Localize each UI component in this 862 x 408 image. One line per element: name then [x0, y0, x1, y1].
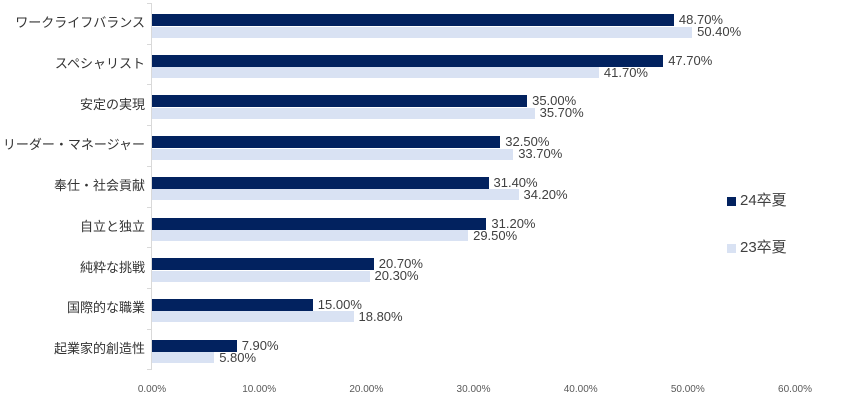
category-label: 国際的な職業 [66, 300, 145, 315]
value-label: 31.40% [493, 174, 538, 190]
legend-item: 23卒夏 [727, 239, 787, 257]
value-label: 31.20% [491, 215, 536, 231]
x-axis-tick-label: 10.00% [242, 384, 277, 395]
value-label: 34.20% [523, 186, 568, 202]
bar-series-2 [152, 311, 354, 323]
x-axis-tick-label: 30.00% [456, 384, 491, 395]
axis-tick-mark [147, 207, 152, 208]
bar-series-2 [152, 189, 519, 201]
bar-series-1 [152, 176, 489, 189]
value-label: 47.70% [668, 52, 713, 68]
bar-series-2 [152, 270, 370, 282]
axis-tick-mark [147, 369, 152, 370]
value-label: 35.70% [539, 105, 584, 121]
bar-series-1 [152, 14, 674, 26]
value-label: 32.50% [505, 134, 550, 150]
bar-series-1 [152, 54, 664, 67]
value-label: 7.90% [241, 337, 279, 353]
value-label: 20.70% [378, 256, 423, 272]
x-axis-tick-label: 0.00% [137, 384, 167, 395]
bar-series-2 [152, 230, 469, 241]
bar-series-2 [152, 26, 693, 38]
category-label: 純粋な挑戦 [79, 260, 145, 275]
axis-tick-mark [147, 247, 152, 248]
axis-tick-mark [147, 3, 152, 4]
axis-tick-mark [147, 84, 152, 85]
value-label: 15.00% [317, 296, 362, 312]
category-label: 自立と独立 [79, 219, 145, 234]
category-label: ワークライフバランス [15, 15, 145, 30]
category-label: 安定の実現 [79, 97, 145, 112]
bar-series-1 [152, 339, 237, 352]
legend-label: 23卒夏 [740, 239, 787, 256]
category-label: リーダー・マネージャー [2, 137, 145, 152]
bar-series-2 [152, 148, 514, 160]
x-axis-tick-label: 50.00% [670, 384, 705, 395]
axis-tick-mark [147, 166, 152, 167]
axis-tick-mark [147, 125, 152, 126]
x-axis-tick-label: 60.00% [778, 384, 812, 395]
bar-series-2 [152, 352, 215, 364]
x-axis-tick-label: 20.00% [349, 384, 384, 395]
legend-item: 24卒夏 [727, 192, 787, 210]
category-axis-line [151, 3, 152, 369]
bar-series-1 [152, 95, 528, 108]
category-label: 奉仕・社会貢献 [53, 178, 145, 193]
bar-series-1 [152, 217, 487, 230]
value-label: 35.00% [532, 93, 577, 109]
value-label: 41.70% [603, 64, 648, 80]
axis-tick-mark [147, 329, 152, 330]
value-label: 20.30% [374, 268, 419, 284]
category-label: 起業家的創造性 [53, 341, 145, 356]
axis-tick-mark [147, 288, 152, 289]
value-label: 5.80% [219, 349, 257, 365]
x-axis-tick-label: 40.00% [563, 384, 598, 395]
value-label: 50.40% [697, 24, 742, 39]
value-label: 18.80% [358, 308, 403, 324]
legend-label: 24卒夏 [740, 192, 787, 209]
bar-series-2 [152, 107, 535, 119]
value-label: 48.70% [678, 12, 723, 27]
category-label: スペシャリスト [54, 56, 145, 71]
bar-series-1 [152, 298, 313, 311]
bar-series-2 [152, 67, 599, 79]
value-label: 29.50% [473, 227, 518, 243]
value-label: 33.70% [518, 146, 563, 162]
legend-swatch-icon [727, 196, 736, 206]
bar-series-1 [152, 258, 374, 271]
bar-series-1 [152, 136, 501, 149]
legend-swatch-icon [727, 243, 736, 253]
axis-tick-mark [147, 44, 152, 45]
